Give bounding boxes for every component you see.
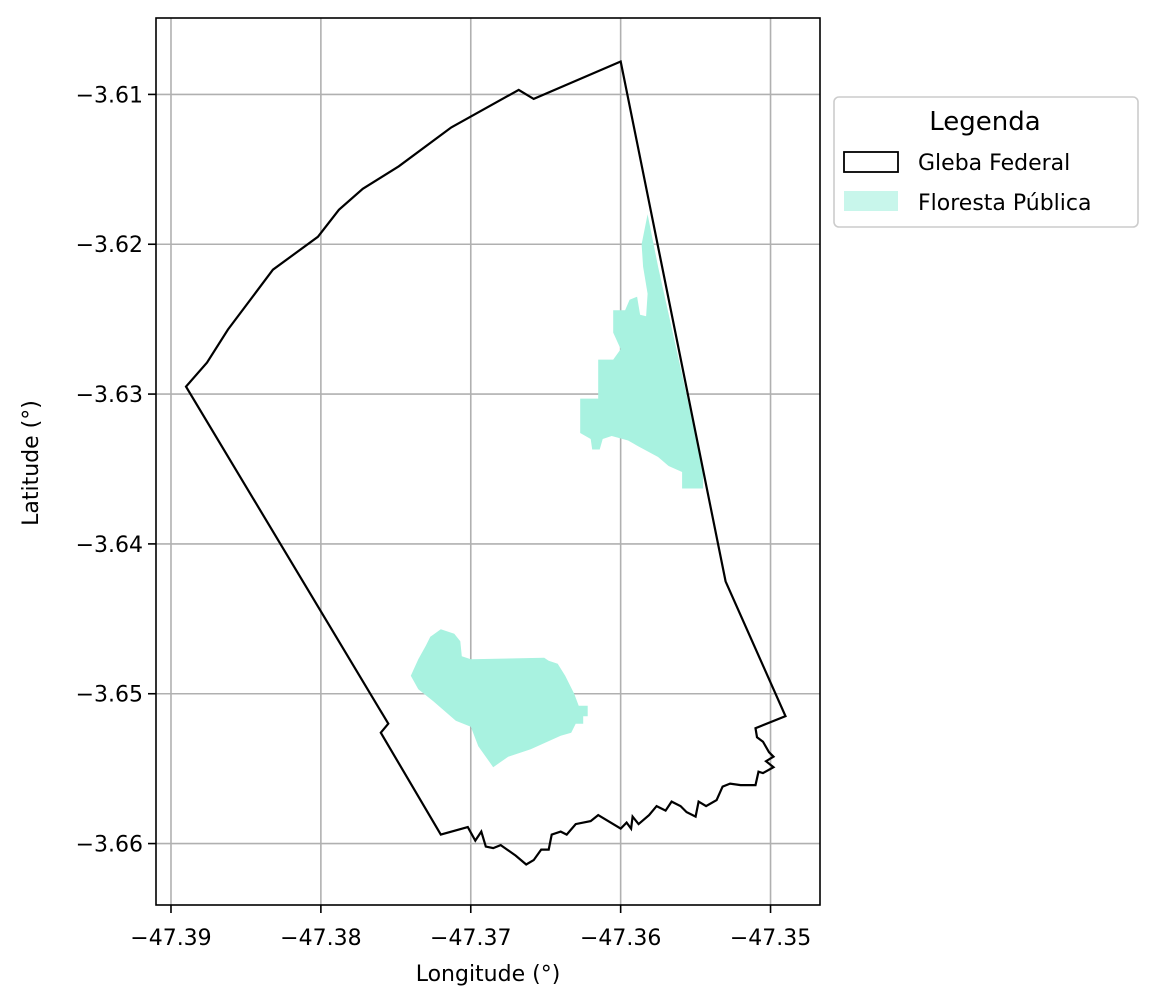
legend-box: Legenda Gleba Federal Floresta Pública (833, 96, 1139, 228)
x-tick-label-1: −47.38 (280, 926, 361, 951)
legend-swatch-floresta-publica (844, 191, 898, 211)
legend-label-gleba-federal: Gleba Federal (918, 151, 1070, 176)
y-tick-label-0: −3.61 (76, 83, 143, 108)
y-tick-label-3: −3.64 (76, 533, 143, 558)
legend-frame (833, 96, 1139, 228)
gleba-federal-boundary (184, 59, 787, 866)
y-tick-label-1: −3.62 (76, 233, 143, 258)
floresta-publica-layer (410, 214, 704, 768)
x-tick-label-2: −47.37 (430, 926, 511, 951)
plot-frame (155, 17, 821, 906)
y-axis-label: Latitude (°) (19, 400, 44, 526)
legend-label-floresta-publica: Floresta Pública (918, 191, 1091, 216)
y-tick-label-5: −3.66 (76, 833, 143, 858)
legend-swatch-gleba-federal (843, 151, 899, 173)
y-axis-ticks: −3.61 −3.62 −3.63 −3.64 −3.65 −3.66 (76, 83, 156, 858)
y-tick-label-2: −3.63 (76, 383, 143, 408)
legend-title: Legenda (929, 107, 1040, 137)
y-tick-label-4: −3.65 (76, 683, 143, 708)
floresta-publica-area-2 (410, 629, 588, 768)
floresta-publica-area-1 (580, 214, 704, 489)
x-tick-label-0: −47.39 (130, 926, 211, 951)
x-axis-ticks: −47.39 −47.38 −47.37 −47.36 −47.35 (130, 905, 811, 951)
x-tick-label-4: −47.35 (730, 926, 811, 951)
x-axis-label: Longitude (°) (416, 962, 561, 987)
x-tick-label-3: −47.36 (580, 926, 661, 951)
gleba-federal-layer (184, 59, 787, 866)
plot-area (156, 18, 820, 905)
